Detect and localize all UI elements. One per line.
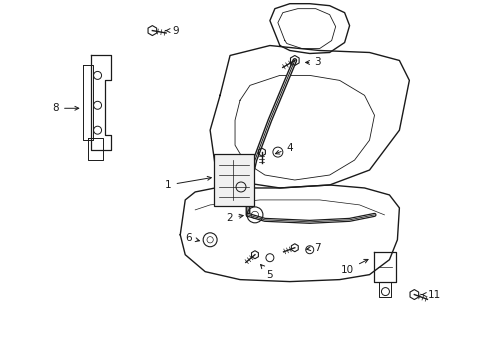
- Text: 1: 1: [164, 176, 211, 190]
- FancyBboxPatch shape: [214, 154, 253, 206]
- Text: 11: 11: [421, 289, 440, 300]
- Text: 7: 7: [306, 243, 321, 253]
- Text: 5: 5: [260, 265, 273, 280]
- Text: 10: 10: [340, 260, 367, 275]
- Text: 3: 3: [305, 58, 321, 67]
- Text: 4: 4: [275, 143, 292, 154]
- Text: 2: 2: [226, 213, 243, 223]
- Text: 6: 6: [184, 233, 199, 243]
- Text: 9: 9: [165, 26, 178, 36]
- Text: 8: 8: [52, 103, 79, 113]
